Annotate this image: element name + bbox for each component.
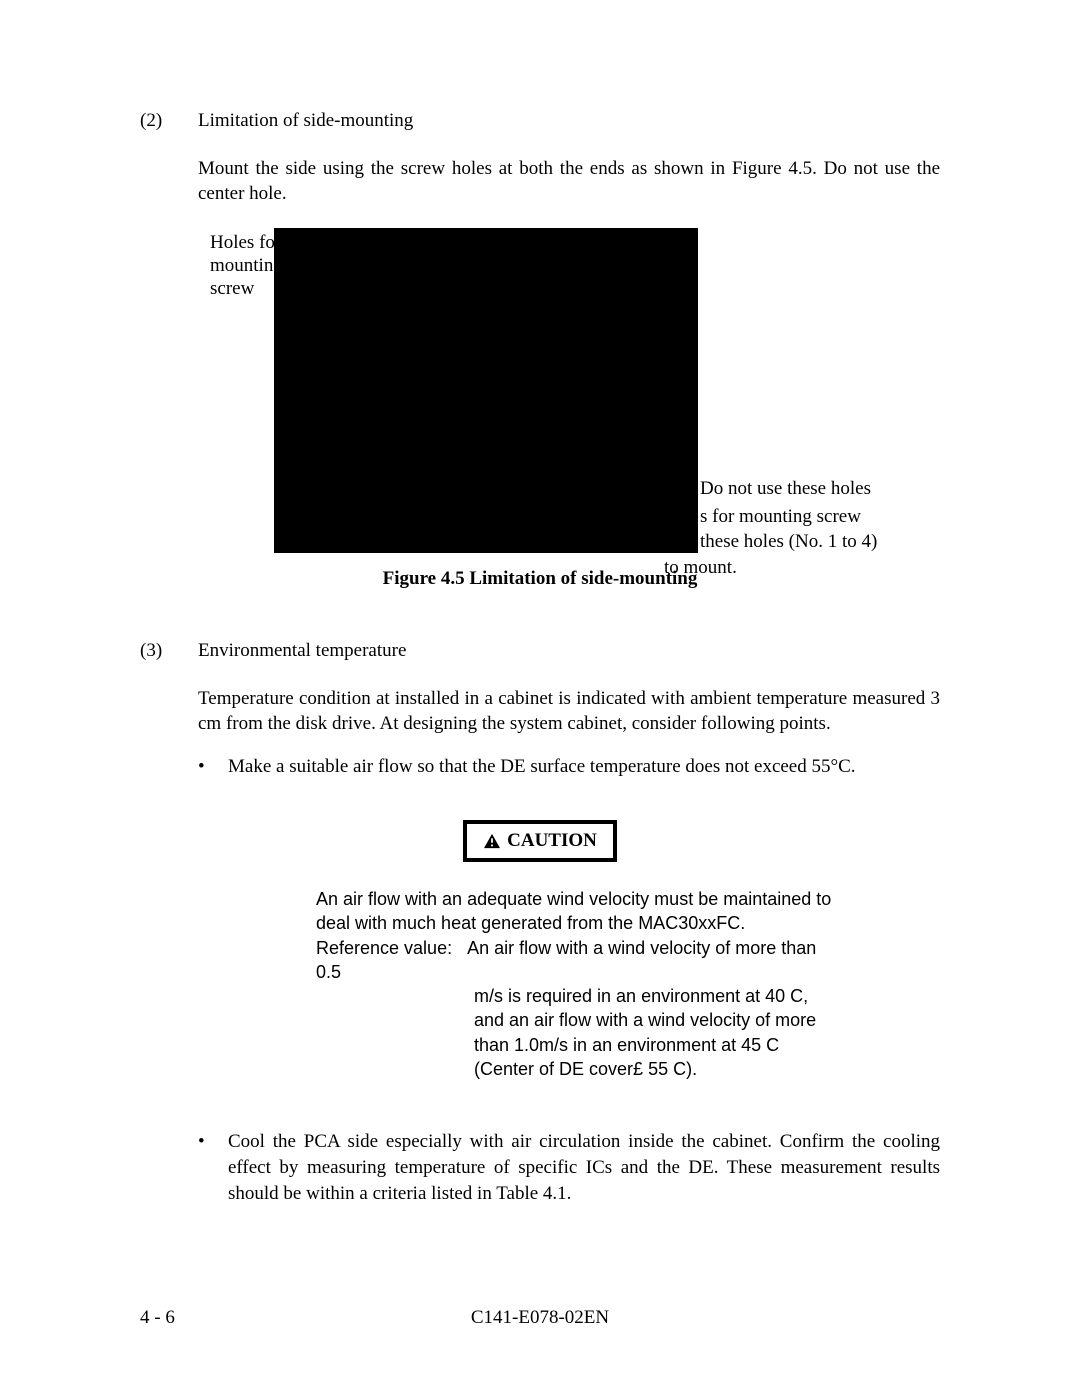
section-2-body: Mount the side using the screw holes at …: [198, 156, 940, 206]
caution-text: An air flow with an adequate wind veloci…: [316, 887, 840, 1081]
page: (2) Limitation of side-mounting Mount th…: [0, 0, 1080, 1397]
section-3-num: (3): [140, 640, 198, 662]
bullet-2: • Cool the PCA side especially with air …: [198, 1129, 940, 1206]
caution-label: CAUTION: [507, 830, 597, 852]
section-2-num: (2): [140, 110, 198, 132]
caution-reference: Reference value: An air flow with a wind…: [316, 936, 840, 1082]
figure-black-box: [274, 228, 698, 553]
warning-icon: [483, 833, 501, 849]
caution-ref-label: Reference value:: [316, 938, 452, 958]
section-2-title: Limitation of side-mounting: [198, 110, 940, 132]
section-2-header: (2) Limitation of side-mounting: [140, 110, 940, 132]
caution-inner: CAUTION: [483, 830, 597, 852]
figure-area: Holes fo mountin screw Do not use these …: [198, 228, 940, 558]
footer-doc-id: C141-E078-02EN: [471, 1307, 609, 1329]
footer-page-num: 4 - 6: [140, 1307, 175, 1329]
section-3-header: (3) Environmental temperature: [140, 640, 940, 662]
caution-ref-body-rest: m/s is required in an environment at 40 …: [474, 984, 840, 1081]
figure-right-labels: Do not use these holes s for mounting sc…: [700, 476, 960, 581]
figure-right-line2: s for mounting screw: [700, 504, 960, 530]
bullet-dot-icon: •: [198, 754, 228, 780]
caution-line1: An air flow with an adequate wind veloci…: [316, 887, 840, 936]
caution-box: CAUTION: [463, 820, 617, 862]
figure-right-line1: Do not use these holes: [700, 476, 960, 502]
figure-right-line3: these holes (No. 1 to 4): [700, 529, 960, 555]
figure-right-line4: to mount.: [664, 555, 960, 581]
page-footer: 4 - 6 C141-E078-02EN: [140, 1307, 940, 1329]
bullet-1: • Make a suitable air flow so that the D…: [198, 754, 940, 780]
section-3-title: Environmental temperature: [198, 640, 940, 662]
bullet-2-text: Cool the PCA side especially with air ci…: [228, 1129, 940, 1206]
section-3-body: Temperature condition at installed in a …: [198, 686, 940, 736]
bullet-dot-icon: •: [198, 1129, 228, 1206]
bullet-1-text: Make a suitable air flow so that the DE …: [228, 754, 856, 780]
